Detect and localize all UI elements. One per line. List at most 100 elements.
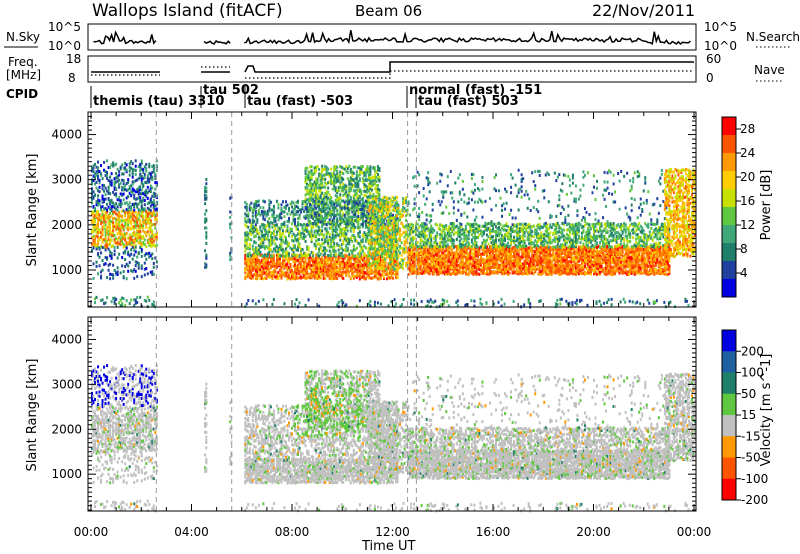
power-data-point	[110, 163, 113, 167]
power-data-point	[324, 262, 327, 266]
power-data-point	[139, 174, 142, 178]
power-data-point	[143, 198, 146, 202]
power-data-point	[91, 196, 94, 200]
power-data-point	[337, 202, 340, 206]
power-data-point	[146, 202, 149, 206]
power-data-point	[109, 211, 112, 215]
power-data-point	[125, 182, 128, 186]
power-data-point	[263, 266, 266, 270]
power-data-point	[101, 194, 104, 198]
power-data-point	[131, 180, 134, 184]
power-data-point	[244, 258, 247, 262]
power-data-point	[280, 225, 283, 229]
power-data-point	[134, 239, 137, 243]
power-data-point	[304, 273, 307, 277]
power-data-point	[143, 243, 146, 247]
power-data-point	[112, 244, 115, 248]
power-data-point	[324, 269, 327, 273]
power-data-point	[154, 187, 157, 191]
power-data-point	[145, 257, 148, 261]
power-data-point	[251, 274, 254, 278]
power-data-point	[101, 205, 104, 209]
power-data-point	[248, 267, 251, 271]
power-data-point	[334, 249, 337, 253]
noise-right-tick-top: 10^5	[704, 20, 737, 34]
power-data-point	[97, 224, 100, 228]
power-data-point	[229, 254, 232, 258]
power-data-point	[286, 203, 289, 207]
power-data-point	[152, 203, 155, 207]
power-data-point	[106, 173, 109, 177]
power-data-point	[92, 195, 95, 199]
power-data-point	[330, 275, 333, 279]
power-data-point	[271, 264, 274, 268]
power-data-point	[103, 302, 106, 306]
power-data-point	[316, 276, 319, 280]
power-data-point	[151, 229, 154, 233]
noise-panel: N.Sky 10^5 10^0 10^5 10^0 N.Search	[4, 20, 800, 53]
power-data-point	[97, 203, 100, 207]
power-data-point	[269, 260, 272, 264]
power-data-point	[118, 222, 121, 226]
power-data-point	[277, 261, 280, 265]
power-data-point	[119, 242, 122, 246]
power-data-point	[324, 177, 327, 181]
power-data-point	[259, 253, 262, 257]
power-data-point	[101, 233, 104, 237]
power-data-point	[154, 192, 157, 196]
power-data-point	[146, 252, 149, 256]
power-data-point	[281, 231, 284, 235]
power-data-point	[139, 188, 142, 192]
power-data-point	[149, 208, 152, 212]
power-data-point	[136, 213, 139, 217]
power-data-point	[297, 221, 300, 225]
power-data-point	[250, 238, 253, 242]
power-data-point	[115, 236, 118, 240]
power-data-point	[342, 172, 345, 176]
power-data-point	[94, 162, 97, 166]
power-data-point	[399, 227, 402, 231]
power-data-point	[113, 216, 116, 220]
power-data-point	[244, 216, 247, 220]
power-data-point	[334, 264, 337, 268]
power-data-point	[97, 160, 100, 164]
power-data-point	[148, 207, 151, 211]
power-data-point	[322, 276, 325, 280]
power-data-point	[331, 258, 334, 262]
power-data-point	[139, 209, 142, 213]
power-data-point	[358, 177, 361, 181]
power-data-point	[248, 242, 251, 246]
power-data-point	[257, 268, 260, 272]
power-data-point	[142, 229, 145, 233]
power-data-point	[307, 260, 310, 264]
power-data-point	[149, 235, 152, 239]
power-data-point	[367, 257, 370, 261]
power-data-point	[140, 167, 143, 171]
power-data-point	[251, 260, 254, 264]
power-data-point	[125, 232, 128, 236]
power-data-point	[318, 225, 321, 229]
power-data-point	[333, 202, 336, 206]
power-data-point	[373, 226, 376, 230]
power-data-point	[155, 164, 158, 168]
noise-right-label: N.Search	[746, 30, 800, 44]
power-data-point	[139, 242, 142, 246]
power-data-point	[358, 230, 361, 234]
cpid-segment-label: themis (tau) 3310	[93, 94, 224, 109]
power-data-point	[131, 238, 134, 242]
power-data-point	[148, 226, 151, 230]
power-data-point	[91, 193, 94, 197]
power-data-point	[92, 170, 95, 174]
power-data-point	[295, 258, 298, 262]
power-data-point	[303, 210, 306, 214]
power-data-point	[151, 272, 154, 276]
power-data-point	[262, 262, 265, 266]
power-data-point	[268, 261, 271, 265]
power-data-point	[109, 224, 112, 228]
power-data-point	[115, 180, 118, 184]
power-data-point	[134, 232, 137, 236]
power-data-point	[128, 201, 131, 205]
power-data-point	[107, 247, 110, 251]
power-data-point	[263, 218, 266, 222]
power-data-point	[205, 241, 208, 245]
